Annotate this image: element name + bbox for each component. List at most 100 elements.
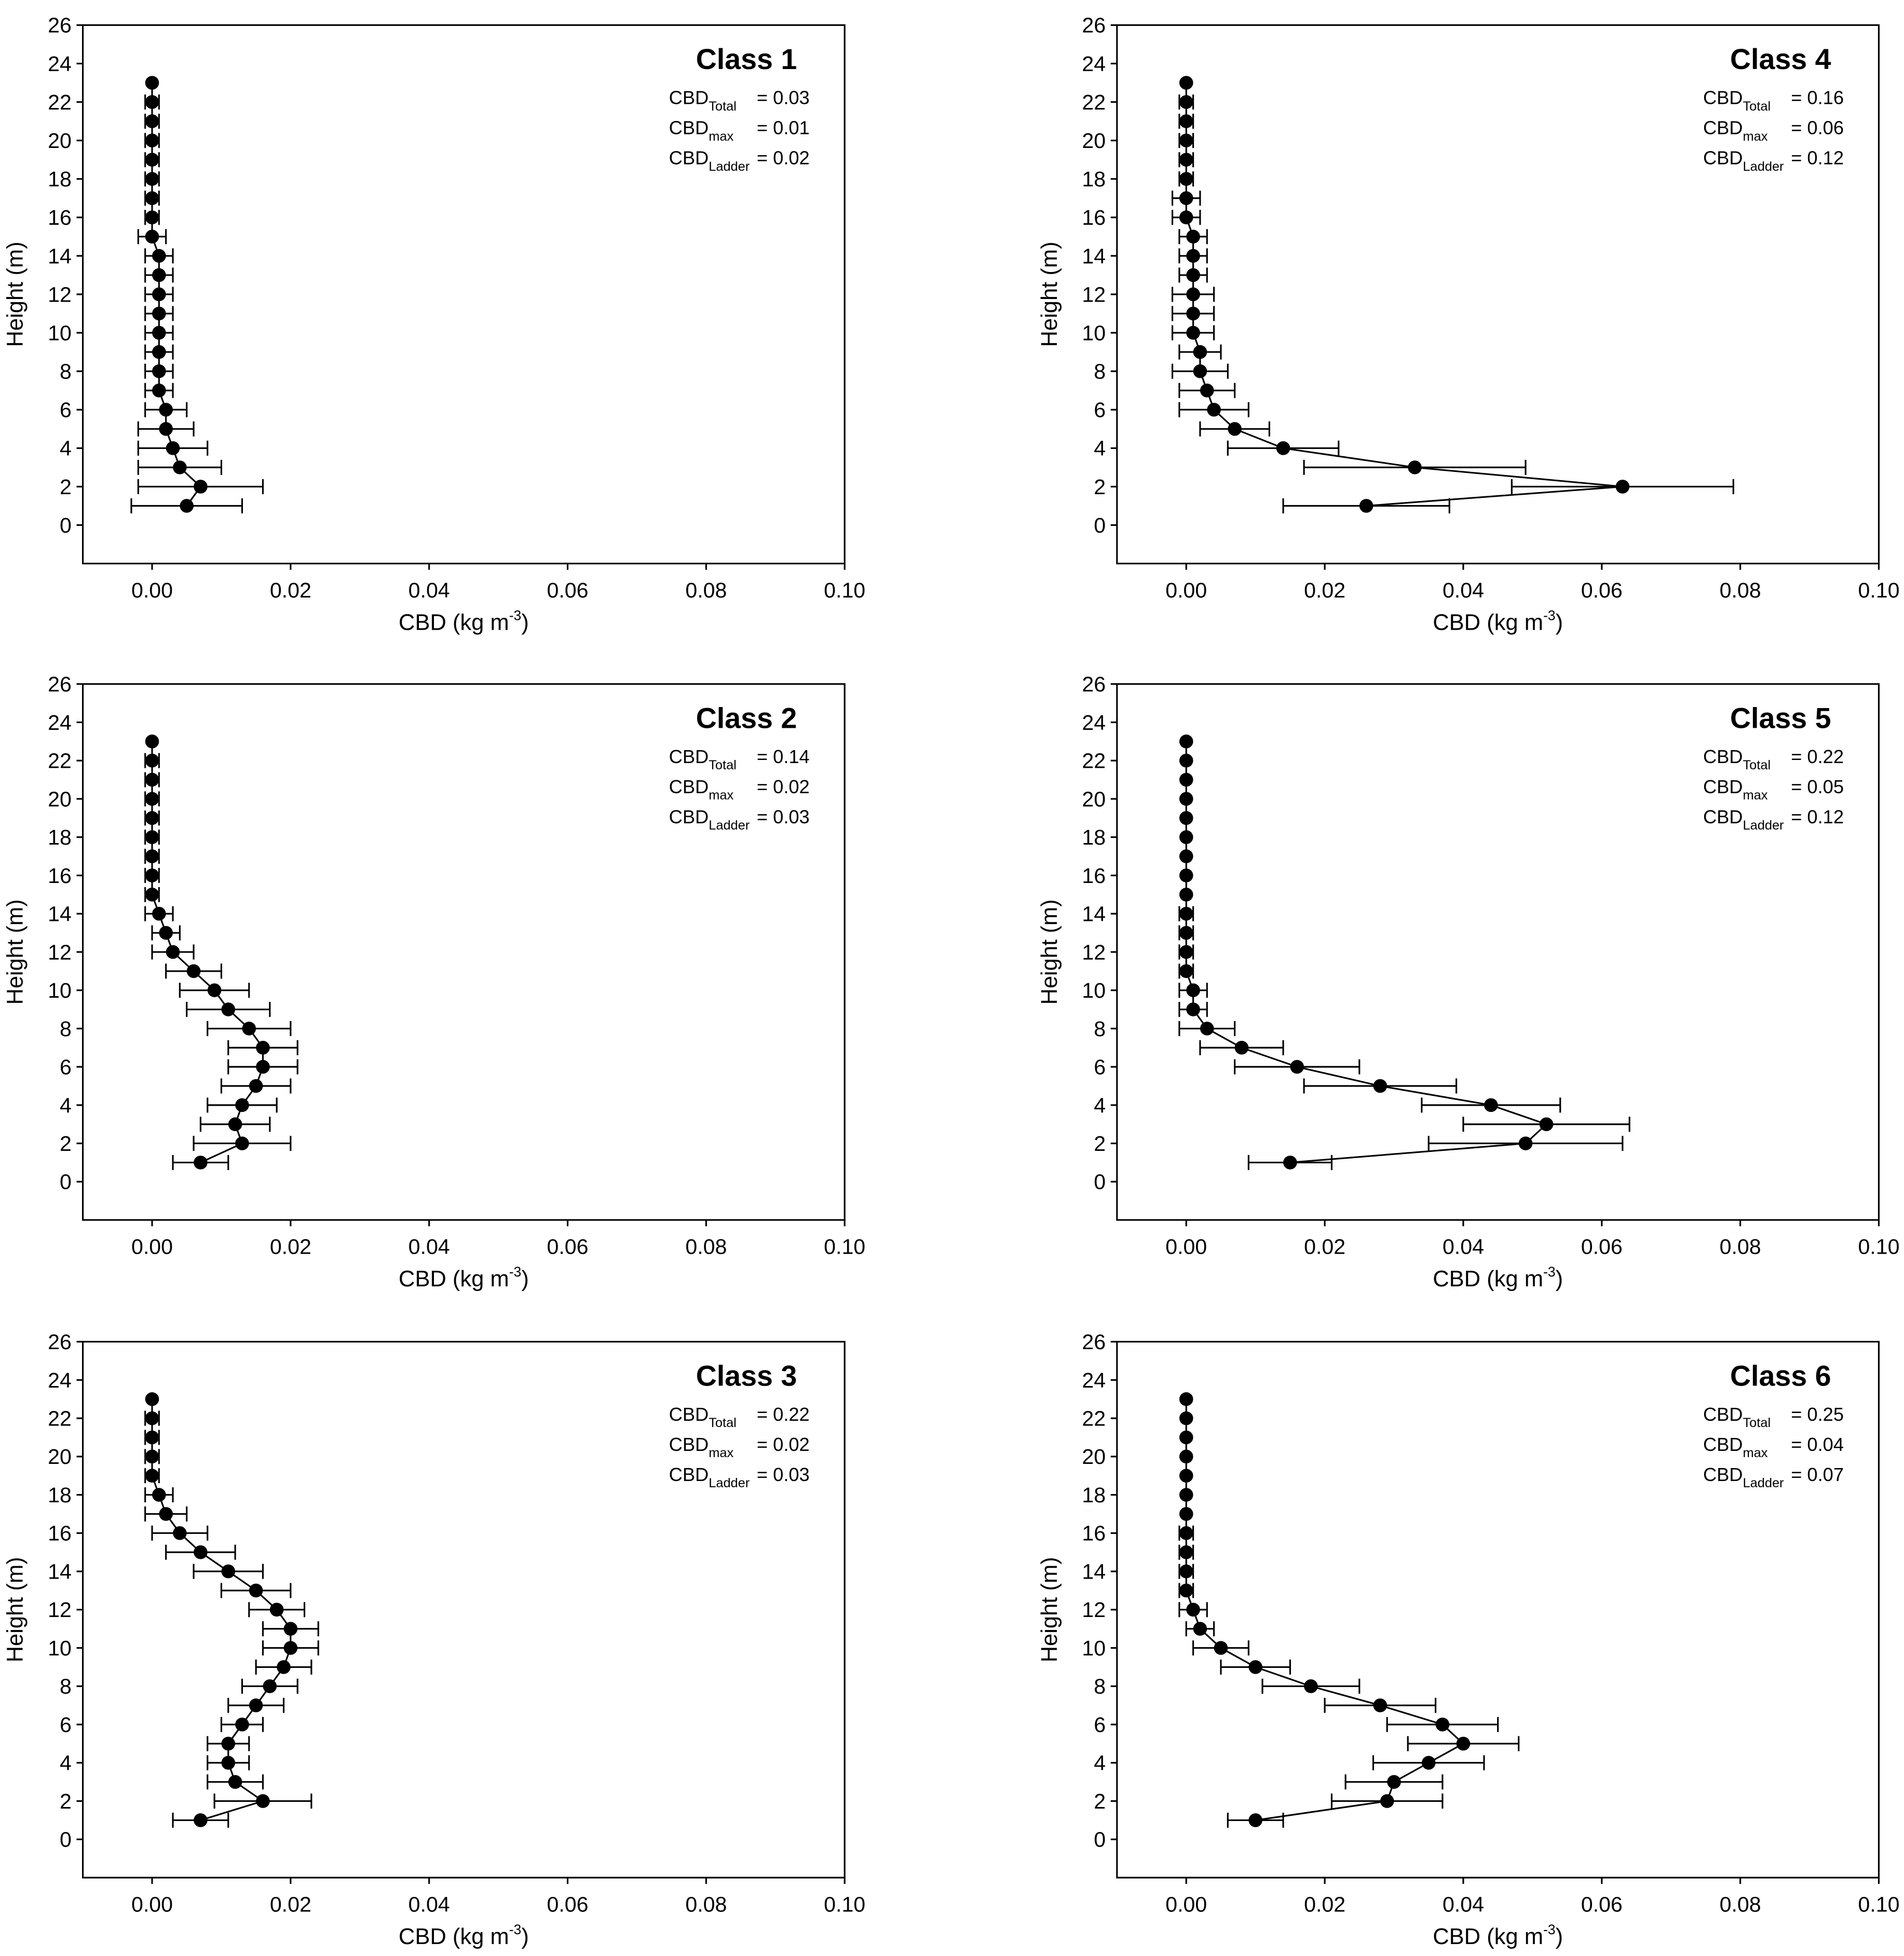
y-tick-label: 18 — [1082, 167, 1106, 191]
x-axis-label-close: ) — [1556, 1924, 1563, 1949]
y-tick-label: 8 — [60, 1675, 72, 1699]
data-point — [152, 268, 166, 282]
y-axis-label: Height (m) — [3, 241, 28, 347]
data-point — [228, 1117, 242, 1132]
y-tick-label: 8 — [1094, 1675, 1106, 1699]
data-point — [1248, 1813, 1262, 1827]
y-tick-label: 0 — [60, 513, 72, 537]
data-point — [269, 1602, 284, 1617]
data-point — [1484, 1098, 1498, 1112]
x-tick-label: 0.06 — [547, 1234, 589, 1258]
data-point — [1435, 1717, 1450, 1732]
data-point — [166, 945, 180, 959]
y-tick-label: 4 — [60, 1093, 72, 1117]
y-tick-label: 10 — [1082, 321, 1106, 345]
x-tick-label: 0.08 — [1720, 578, 1761, 602]
stat-prefix: CBD — [669, 1434, 709, 1455]
stat-value: = 0.03 — [757, 87, 810, 108]
stat-subscript: Total — [1743, 1416, 1771, 1430]
y-tick-label: 12 — [48, 1598, 72, 1622]
x-axis-label: CBD (kg m-3) — [1433, 1922, 1563, 1949]
data-point — [1408, 460, 1422, 474]
x-tick-label: 0.06 — [1581, 1892, 1623, 1916]
y-axis-label: Height (m) — [3, 899, 28, 1004]
x-axis-label-main: CBD (kg m — [399, 1267, 509, 1292]
y-tick-label: 4 — [1094, 1751, 1106, 1775]
data-point — [1186, 1602, 1200, 1617]
y-tick-label: 26 — [48, 672, 72, 696]
x-tick-label: 0.02 — [1304, 578, 1345, 602]
data-point — [1186, 249, 1200, 263]
data-point — [283, 1622, 298, 1636]
y-tick-label: 18 — [48, 167, 72, 191]
y-tick-label: 24 — [1082, 711, 1106, 735]
stat-subscript: Total — [709, 758, 737, 772]
y-tick-label: 14 — [48, 244, 72, 268]
stat-value: = 0.25 — [1791, 1404, 1844, 1425]
data-point — [152, 364, 166, 378]
x-tick-label: 0.02 — [1304, 1892, 1345, 1916]
data-point — [152, 345, 166, 359]
y-tick-label: 18 — [48, 1483, 72, 1507]
stat-prefix: CBD — [669, 806, 709, 827]
panel-title: Class 2 — [696, 702, 797, 734]
data-point — [1179, 172, 1193, 186]
stat-subscript: max — [1743, 129, 1768, 144]
y-tick-label: 14 — [1082, 902, 1106, 926]
data-point — [145, 1392, 159, 1406]
x-axis-label-sup: -3 — [509, 1922, 522, 1937]
data-point — [145, 229, 159, 244]
stat-value: = 0.03 — [757, 806, 810, 827]
stat-prefix: CBD — [1703, 87, 1743, 108]
data-point — [1179, 1488, 1193, 1502]
x-axis-label-close: ) — [521, 1267, 529, 1292]
data-point — [1179, 133, 1193, 147]
data-point — [283, 1641, 298, 1655]
stat-label: CBDTotal — [669, 746, 737, 772]
y-tick-label: 8 — [1094, 360, 1106, 384]
stat-subscript: Ladder — [1743, 818, 1785, 833]
stat-label: CBDmax — [669, 776, 734, 803]
stat-value: = 0.02 — [757, 147, 810, 169]
data-point — [173, 460, 187, 474]
y-tick-label: 6 — [1094, 398, 1106, 422]
x-tick-label: 0.10 — [824, 1234, 865, 1258]
data-point — [221, 1564, 236, 1579]
stat-subscript: Total — [709, 99, 737, 114]
x-tick-label: 0.00 — [131, 578, 173, 602]
data-point — [1179, 210, 1193, 225]
data-point — [263, 1679, 277, 1693]
y-tick-label: 20 — [48, 787, 72, 811]
x-axis-label-main: CBD (kg m — [1433, 1924, 1543, 1949]
data-point — [159, 402, 173, 417]
data-point — [1179, 1545, 1193, 1559]
x-tick-label: 0.10 — [824, 1892, 865, 1916]
data-point — [145, 887, 159, 902]
y-axis-label: Height (m) — [1037, 899, 1062, 1004]
data-point — [1186, 306, 1200, 321]
stat-label: CBDTotal — [1703, 87, 1771, 114]
data-point — [1518, 1136, 1533, 1150]
stat-label: CBDLadder — [1703, 147, 1784, 174]
data-point — [1179, 76, 1193, 90]
stat-subscript: Total — [1743, 758, 1771, 772]
x-axis-label: CBD (kg m-3) — [1433, 1264, 1563, 1292]
data-point — [1179, 191, 1193, 206]
data-point — [152, 249, 166, 263]
x-tick-label: 0.02 — [270, 1892, 311, 1916]
y-tick-label: 4 — [1094, 437, 1106, 460]
stat-label: CBDTotal — [1703, 746, 1771, 772]
data-point — [249, 1698, 263, 1713]
stat-subscript: max — [709, 129, 733, 144]
y-tick-label: 0 — [1094, 1170, 1106, 1194]
stat-value: = 0.22 — [757, 1404, 810, 1425]
data-point — [1179, 926, 1193, 940]
data-point — [1380, 1794, 1394, 1808]
data-point — [145, 133, 159, 147]
data-point — [256, 1060, 270, 1074]
data-point — [145, 735, 159, 749]
data-point — [1179, 1583, 1193, 1598]
stat-prefix: CBD — [669, 117, 709, 139]
